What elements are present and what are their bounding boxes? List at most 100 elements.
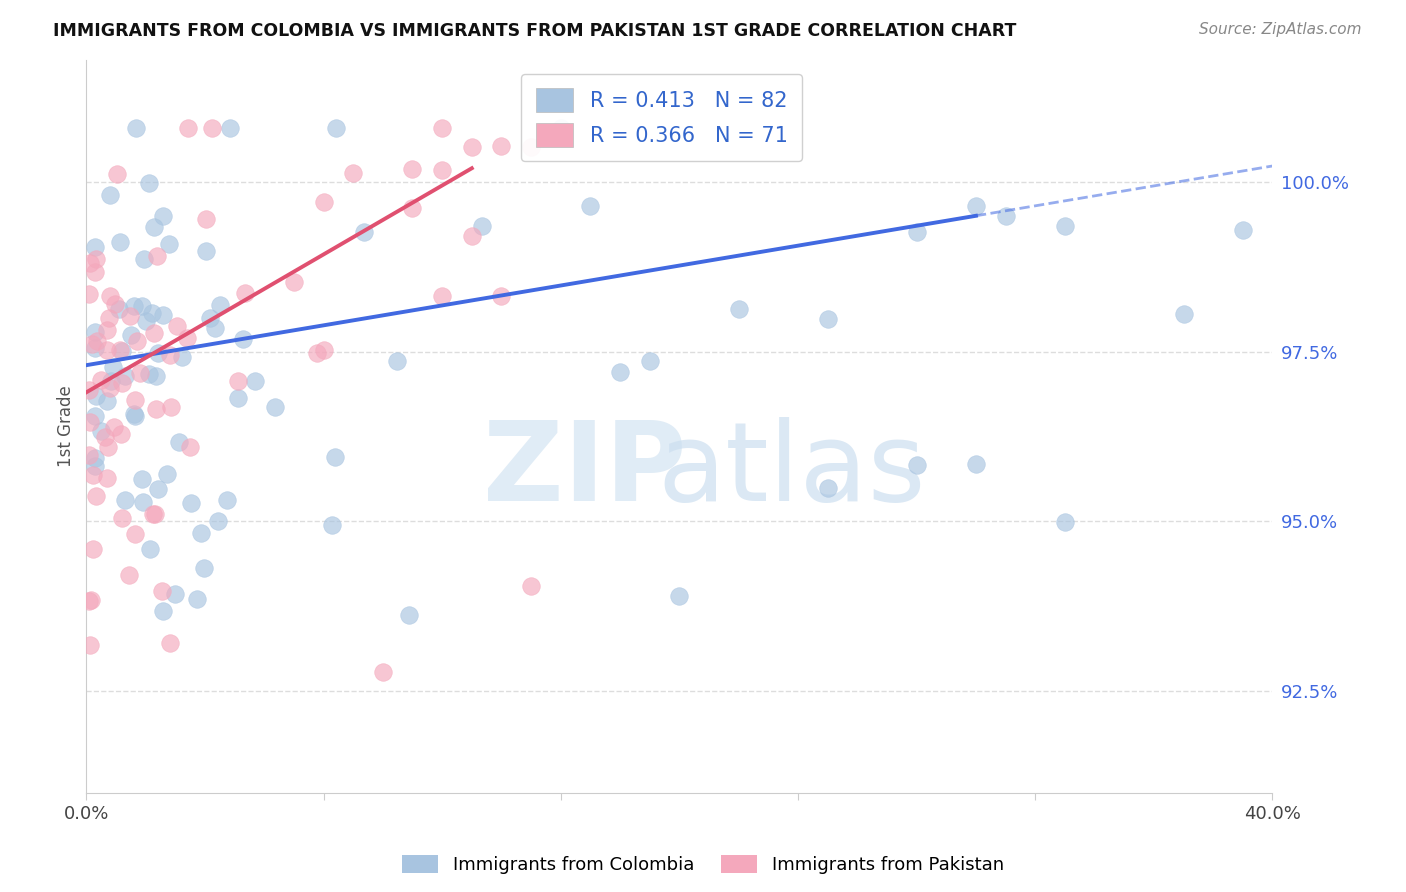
Point: [430, 120, 453, 135]
Point: [110, 343, 132, 358]
Point: [195, 211, 218, 226]
Point: [219, 120, 242, 135]
Point: [193, 561, 215, 575]
Point: [727, 301, 749, 316]
Point: [84, 409, 107, 423]
Point: [79, 415, 101, 429]
Point: [264, 400, 287, 414]
Point: [96, 343, 118, 357]
Point: [283, 275, 305, 289]
Point: [1053, 516, 1076, 530]
Point: [215, 493, 238, 508]
Point: [84, 239, 107, 253]
Point: [520, 579, 543, 593]
Point: [90, 424, 112, 438]
Point: [152, 309, 174, 323]
Point: [97, 441, 120, 455]
Point: [965, 199, 987, 213]
Point: [177, 120, 200, 135]
Point: [430, 289, 453, 303]
Point: [905, 458, 928, 472]
Point: [323, 450, 346, 464]
Point: [166, 319, 188, 334]
Point: [124, 393, 146, 408]
Point: [141, 306, 163, 320]
Point: [163, 587, 186, 601]
Y-axis label: 1st Grade: 1st Grade: [58, 385, 75, 467]
Point: [312, 343, 335, 358]
Point: [145, 369, 167, 384]
Point: [186, 592, 208, 607]
Legend: Immigrants from Colombia, Immigrants from Pakistan: Immigrants from Colombia, Immigrants fro…: [395, 847, 1011, 881]
Point: [208, 297, 231, 311]
Point: [84, 252, 107, 266]
Point: [84, 450, 107, 465]
Point: [387, 353, 409, 368]
Point: [111, 510, 134, 524]
Point: [132, 495, 155, 509]
Point: [169, 435, 191, 450]
Text: Source: ZipAtlas.com: Source: ZipAtlas.com: [1198, 22, 1361, 37]
Point: [152, 603, 174, 617]
Point: [609, 365, 631, 379]
Point: [550, 120, 572, 135]
Point: [138, 176, 160, 190]
Point: [817, 481, 839, 495]
Point: [96, 471, 118, 485]
Point: [100, 374, 122, 388]
Point: [145, 249, 167, 263]
Point: [82, 468, 104, 483]
Point: [111, 376, 134, 390]
Point: [148, 482, 170, 496]
Point: [77, 287, 100, 301]
Point: [325, 120, 347, 135]
Point: [201, 120, 224, 135]
Point: [233, 285, 256, 300]
Point: [79, 256, 101, 270]
Point: [353, 225, 375, 239]
Point: [90, 374, 112, 388]
Point: [96, 323, 118, 337]
Point: [103, 360, 125, 375]
Point: [145, 401, 167, 416]
Point: [176, 330, 198, 344]
Point: [160, 401, 183, 415]
Point: [124, 409, 146, 423]
Point: [84, 458, 107, 473]
Point: [108, 343, 131, 357]
Point: [312, 194, 335, 209]
Point: [128, 366, 150, 380]
Text: IMMIGRANTS FROM COLOMBIA VS IMMIGRANTS FROM PAKISTAN 1ST GRADE CORRELATION CHART: IMMIGRANTS FROM COLOMBIA VS IMMIGRANTS F…: [53, 22, 1017, 40]
Point: [79, 638, 101, 652]
Point: [124, 527, 146, 541]
Point: [305, 346, 328, 360]
Point: [138, 367, 160, 381]
Point: [79, 594, 101, 608]
Point: [114, 493, 136, 508]
Point: [155, 467, 177, 481]
Point: [579, 199, 602, 213]
Point: [98, 188, 121, 202]
Point: [93, 430, 115, 444]
Point: [105, 167, 128, 181]
Point: [131, 472, 153, 486]
Point: [994, 209, 1017, 223]
Point: [142, 507, 165, 521]
Point: [131, 300, 153, 314]
Point: [110, 426, 132, 441]
Point: [100, 381, 122, 395]
Point: [159, 636, 181, 650]
Point: [135, 314, 157, 328]
Point: [1232, 222, 1254, 236]
Point: [491, 139, 513, 153]
Point: [142, 220, 165, 235]
Point: [96, 394, 118, 409]
Point: [84, 489, 107, 503]
Point: [226, 391, 249, 405]
Point: [142, 326, 165, 340]
Point: [461, 229, 484, 244]
Point: [179, 441, 201, 455]
Point: [124, 299, 146, 313]
Point: [905, 225, 928, 239]
Point: [120, 309, 142, 323]
